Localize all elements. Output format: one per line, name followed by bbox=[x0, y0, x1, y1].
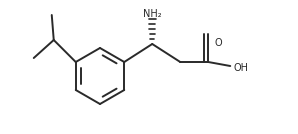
Text: NH₂: NH₂ bbox=[143, 9, 162, 19]
Text: O: O bbox=[214, 38, 222, 48]
Text: OH: OH bbox=[233, 63, 248, 73]
